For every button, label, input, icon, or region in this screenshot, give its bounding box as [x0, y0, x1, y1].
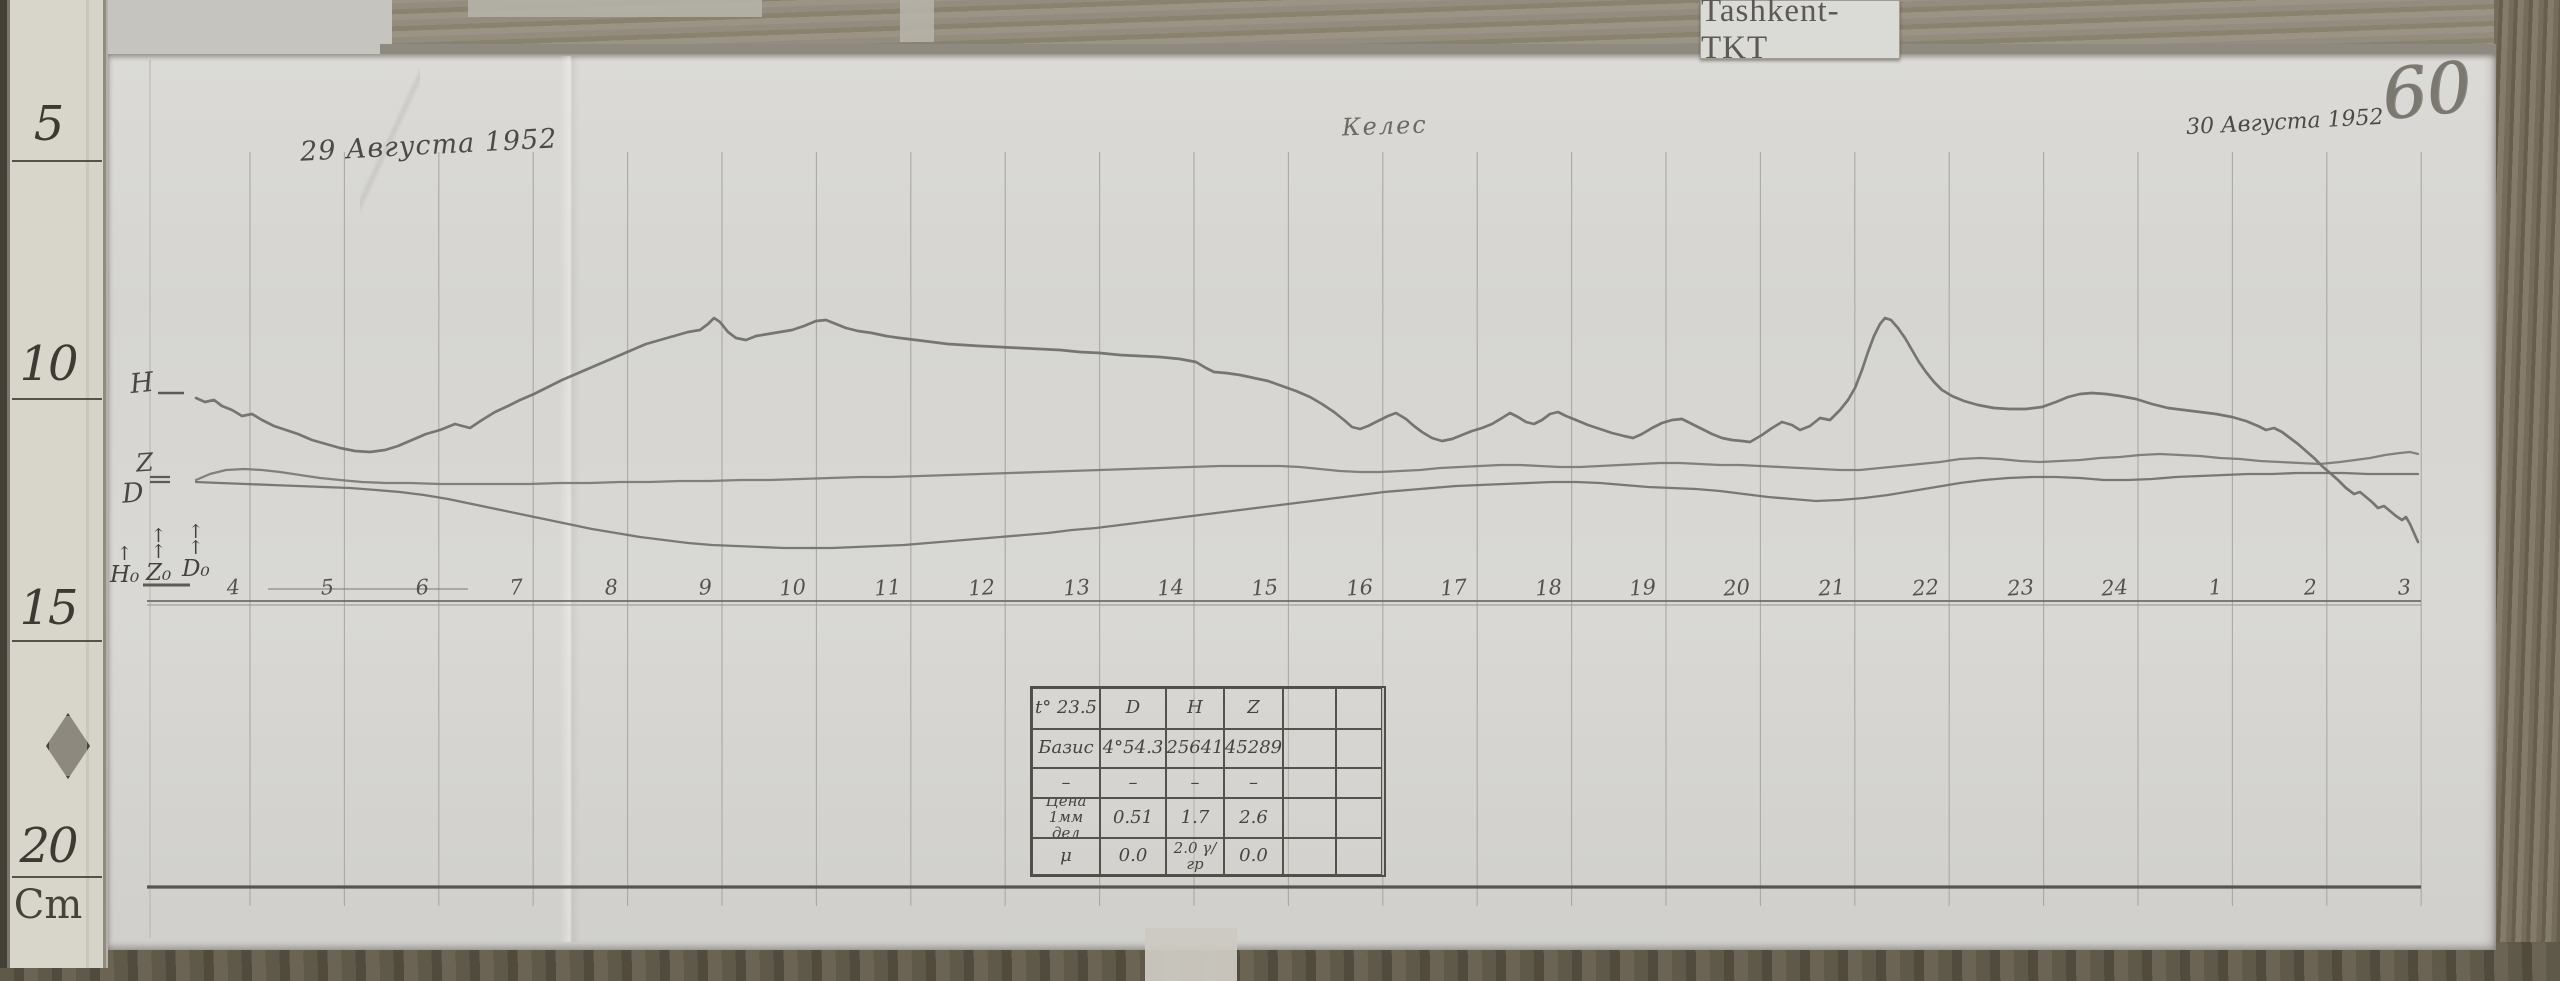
- ruler-section-line: [12, 876, 102, 878]
- tape-strip-top: [468, 0, 762, 17]
- ruler: Cm 5 10 15 20: [0, 0, 108, 968]
- tape-strip-top-small: [900, 0, 934, 42]
- legend-cell-r2c4: 45289: [1224, 729, 1283, 768]
- hour-label: 7: [508, 574, 524, 600]
- legend-cell-r1c2: D: [1100, 688, 1166, 729]
- hour-label: 12: [967, 574, 996, 601]
- legend-cell-r2c2: 4°54.3: [1100, 729, 1166, 768]
- ruler-diamond-icon: [46, 713, 90, 779]
- legend-table: t° 23.5 D H Z Базис 4°54.3 25641 45289– – – – Цена …: [1030, 686, 1386, 877]
- legend-cell-r4c4: 2.6: [1224, 798, 1283, 838]
- legend-cell-r5c1: μ: [1032, 838, 1100, 875]
- ruler-section-line: [12, 640, 102, 642]
- up-arrow-icon: ↑: [150, 525, 167, 547]
- baseline-label-h0: ↑ H₀: [110, 543, 140, 589]
- trace-label-z: Z: [135, 447, 155, 478]
- legend-cell-r5c6: [1336, 838, 1382, 875]
- hour-label: 14: [1156, 574, 1185, 601]
- legend-cell-r4c5: [1283, 798, 1336, 838]
- wood-background-top: [0, 0, 2560, 52]
- legend-cell-r3c2: –: [1100, 768, 1166, 798]
- ruler-section-line: [12, 398, 102, 400]
- legend-cell-r2c1: Базис: [1032, 729, 1100, 768]
- hour-label: 11: [873, 574, 902, 601]
- ruler-mark: 5: [33, 96, 65, 152]
- hour-label: 5: [320, 574, 336, 600]
- up-arrow-icon: ↑: [150, 541, 167, 564]
- legend-cell-r5c3: 2.0 γ/гр: [1166, 838, 1224, 875]
- trace-d: [194, 471, 2420, 550]
- legend-cell-r2c5: [1283, 729, 1336, 768]
- wood-background-right: [2494, 0, 2560, 981]
- legend-cell-r4c3: 1.7: [1166, 798, 1224, 838]
- station-name-handwritten: Келес: [1341, 110, 1429, 142]
- legend-cell-r5c2: 0.0: [1100, 838, 1166, 875]
- hour-label: 17: [1439, 574, 1468, 601]
- legend-cell-r3c4: –: [1224, 768, 1283, 798]
- legend-cell-r1c6: [1336, 688, 1382, 729]
- hour-label: 4: [225, 574, 241, 600]
- trace-label-h: H: [128, 366, 156, 401]
- legend-cell-r1c5: [1283, 688, 1336, 729]
- station-label: Tashkent-TKT: [1700, 0, 1900, 66]
- hour-label: 22: [1911, 574, 1940, 601]
- baseline-label-z0: ↑ ↑ Z₀: [146, 525, 172, 587]
- hour-label: 13: [1062, 574, 1091, 601]
- legend-cell-r3c5: [1283, 768, 1336, 798]
- hour-label: 10: [778, 574, 808, 601]
- hour-label: 8: [603, 574, 619, 600]
- trace-h: [194, 316, 2420, 544]
- hour-label: 20: [1722, 574, 1752, 601]
- up-arrow-icon: ↑: [187, 521, 204, 543]
- ruler-section-line: [12, 160, 102, 162]
- station-label-text: Tashkent-TKT: [1701, 0, 1840, 66]
- up-arrow-icon: ↑: [187, 537, 204, 560]
- paper-crease: [560, 56, 580, 942]
- ruler-mark: 15: [19, 580, 78, 636]
- hour-label: 23: [2006, 574, 2035, 601]
- legend-cell-r2c6: [1336, 729, 1382, 768]
- hour-label: 18: [1534, 574, 1563, 601]
- hour-label: 24: [2100, 574, 2129, 601]
- paper-crease: [360, 60, 420, 220]
- legend-cell-r3c3: –: [1166, 768, 1224, 798]
- ruler-mark: 10: [19, 336, 78, 392]
- under-sheet: [104, 0, 392, 58]
- baseline-label-d0: ↑ ↑ D₀: [182, 521, 210, 583]
- tape-strip-bottom: [1145, 928, 1237, 981]
- trace-label-d: D: [120, 477, 145, 510]
- hour-label: 16: [1345, 574, 1374, 601]
- legend-cell-r2c3: 25641: [1166, 729, 1224, 768]
- hour-label: 21: [1817, 574, 1846, 601]
- legend-cell-r1c4: Z: [1224, 688, 1283, 729]
- sheet-number: 60: [2377, 45, 2476, 137]
- legend-cell-r5c4: 0.0: [1224, 838, 1283, 875]
- legend-cell-r3c6: [1336, 768, 1382, 798]
- legend-cell-r4c1: Цена 1мм дел: [1032, 798, 1100, 838]
- hour-label: 9: [697, 574, 713, 600]
- trace-z: [194, 450, 2420, 486]
- hour-label: 1: [2208, 574, 2224, 600]
- hour-label: 2: [2302, 574, 2318, 600]
- legend-cell-r1c1: t° 23.5: [1032, 688, 1100, 729]
- ruler-mark: 20: [19, 818, 78, 874]
- hour-label: 3: [2396, 574, 2412, 600]
- ruler-unit-label: Cm: [13, 882, 83, 928]
- hour-label: 19: [1628, 574, 1657, 601]
- legend-cell-r4c6: [1336, 798, 1382, 838]
- legend-cell-r1c3: H: [1166, 688, 1224, 729]
- legend-cell-r5c5: [1283, 838, 1336, 875]
- legend-cell-r3c1: –: [1032, 768, 1100, 798]
- up-arrow-icon: ↑: [116, 543, 133, 565]
- hour-label: 15: [1250, 574, 1280, 601]
- legend-cell-r4c2: 0.51: [1100, 798, 1166, 838]
- hour-label: 6: [414, 574, 430, 600]
